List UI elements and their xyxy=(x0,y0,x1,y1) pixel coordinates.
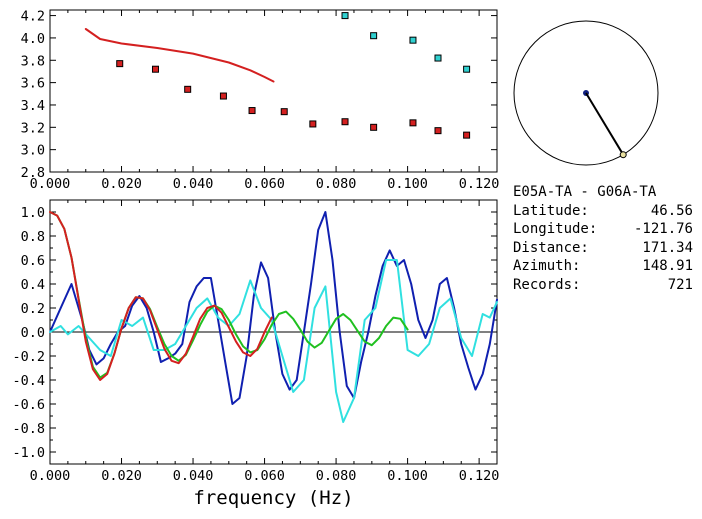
info-row-distance: Distance: 171.34 xyxy=(513,239,693,258)
top-point xyxy=(248,107,256,115)
info-row-records: Records: 721 xyxy=(513,276,693,295)
bottom-xtick-label: 0.060 xyxy=(244,468,285,484)
top-ytick-label: 4.0 xyxy=(21,31,45,47)
top-point xyxy=(409,119,417,127)
azimuth-value: 148.91 xyxy=(642,258,693,274)
azimuth-compass xyxy=(513,20,659,166)
bottom-ytick-label: 0.6 xyxy=(21,253,45,269)
bottom-xtick-label: 0.080 xyxy=(316,468,357,484)
azimuth-needle xyxy=(585,92,625,156)
top-point xyxy=(463,65,471,73)
bottom-ytick-label: 1.0 xyxy=(21,205,45,221)
top-ytick-label: 3.8 xyxy=(21,53,45,69)
top-xtick-label: 0.000 xyxy=(30,176,71,192)
velocity-dispersion-chart: 0.000 0.020 0.040 0.060 0.080 0.100 0.120 2.8 3.… xyxy=(21,9,500,192)
records-label: Records: xyxy=(513,276,581,293)
top-point xyxy=(280,108,288,116)
top-series-line-2 xyxy=(84,28,275,83)
bottom-ytick-label: 0.0 xyxy=(21,325,45,341)
bottom-series-line-0 xyxy=(49,211,498,405)
top-ytick-label: 3.0 xyxy=(21,143,45,159)
bottom-ytick-label: -0.6 xyxy=(12,397,45,413)
top-point xyxy=(309,120,317,128)
top-point xyxy=(370,123,378,131)
bottom-xtick-label: 0.020 xyxy=(101,468,142,484)
bottom-ytick-label: 0.2 xyxy=(21,301,45,317)
latitude-label: Latitude: xyxy=(513,202,589,219)
latitude-value: 46.56 xyxy=(650,202,693,219)
top-frame xyxy=(49,9,498,173)
top-point xyxy=(219,92,227,100)
bottom-ytick-label: 0.4 xyxy=(21,277,45,293)
top-point xyxy=(434,54,442,62)
top-xtick-label: 0.120 xyxy=(459,176,500,192)
top-point xyxy=(341,118,349,126)
top-xtick-label: 0.040 xyxy=(173,176,214,192)
top-ytick-label: 3.6 xyxy=(21,76,45,92)
top-xtick-label: 0.100 xyxy=(387,176,428,192)
station-info-panel: E05A-TA - G06A-TA Latitude: 46.56 Longit… xyxy=(513,183,693,294)
top-point xyxy=(409,36,417,44)
cross-correlation-chart: 0.000 0.020 0.040 0.060 0.080 0.100 0.120 1.0 0.… xyxy=(12,199,500,509)
records-value: 721 xyxy=(667,276,693,293)
station-pair-title: E05A-TA - G06A-TA xyxy=(513,184,657,200)
top-xtick-label: 0.080 xyxy=(316,176,357,192)
top-ytick-label: 3.4 xyxy=(21,98,45,114)
top-ytick-label: 2.8 xyxy=(21,165,45,181)
bottom-ytick-label: -1.0 xyxy=(12,445,45,461)
bottom-ytick-label: -0.4 xyxy=(12,373,45,389)
top-xtick-label: 0.020 xyxy=(101,176,142,192)
top-point xyxy=(370,32,378,40)
longitude-label: Longitude: xyxy=(513,221,598,237)
bottom-series-line-3 xyxy=(49,211,273,381)
bottom-ytick-label: -0.2 xyxy=(12,349,45,365)
distance-value: 171.34 xyxy=(642,239,693,256)
top-ytick-label: 4.2 xyxy=(21,9,45,25)
bottom-xtick-label: 0.120 xyxy=(459,468,500,484)
info-row-longitude: Longitude: -121.76 xyxy=(513,220,693,239)
bottom-xtick-label: 0.100 xyxy=(387,468,428,484)
longitude-value: -121.76 xyxy=(633,221,693,237)
top-point xyxy=(151,65,159,73)
bottom-ytick-label: -0.8 xyxy=(12,421,45,437)
azimuth-needle-tip xyxy=(619,151,627,159)
top-point xyxy=(463,131,471,139)
bottom-xtick-label: 0.000 xyxy=(30,468,71,484)
info-row-latitude: Latitude: 46.56 xyxy=(513,202,693,221)
top-point xyxy=(341,12,349,20)
info-row-azimuth: Azimuth: 148.91 xyxy=(513,257,693,276)
azimuth-label: Azimuth: xyxy=(513,258,581,274)
top-point xyxy=(434,127,442,135)
top-point xyxy=(184,85,192,93)
top-xtick-label: 0.060 xyxy=(244,176,285,192)
bottom-xlabel: frequency (Hz) xyxy=(193,487,353,509)
bottom-xtick-label: 0.040 xyxy=(173,468,214,484)
distance-label: Distance: xyxy=(513,239,589,256)
top-ytick-label: 3.2 xyxy=(21,120,45,136)
top-point xyxy=(116,60,124,68)
bottom-ytick-label: 0.8 xyxy=(21,229,45,245)
compass-circle xyxy=(513,20,659,166)
